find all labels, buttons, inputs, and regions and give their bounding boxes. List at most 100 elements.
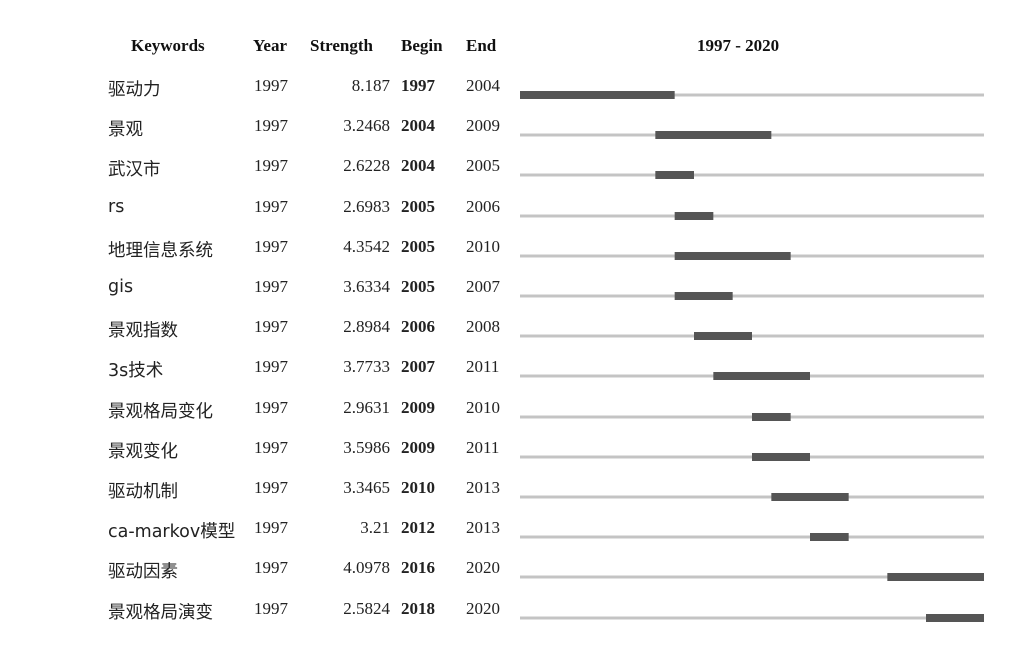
end-cell: 2010: [466, 236, 500, 256]
keyword-cell: 景观指数: [108, 321, 178, 342]
timeline-baseline: [520, 616, 984, 620]
strength-cell: 3.21: [360, 518, 390, 538]
keyword-cell: 驱动机制: [108, 482, 178, 502]
burst-timeline: [520, 412, 984, 421]
burst-timeline: [520, 533, 984, 542]
year-cell: 1997: [254, 598, 288, 618]
strength-cell: 2.8984: [343, 317, 390, 337]
burst-bar: [752, 452, 810, 461]
begin-cell: 2005: [401, 196, 435, 216]
begin-cell: 2012: [401, 518, 435, 538]
burst-bar: [674, 251, 791, 260]
table-row: 景观格局变化 1997 2.9631 2009 2010: [0, 390, 1035, 430]
year-cell: 1997: [254, 397, 288, 417]
burst-timeline: [520, 171, 984, 180]
keyword-cell: 景观变化: [108, 441, 178, 462]
begin-cell: 2016: [401, 558, 435, 578]
burst-timeline: [520, 211, 984, 220]
begin-cell: 2005: [401, 277, 435, 296]
header-range: 1997 - 2020: [697, 36, 780, 55]
table-row: 景观变化 1997 3.5986 2009 2011: [0, 430, 1035, 470]
year-cell: 1997: [254, 478, 288, 497]
header-strength: Strength: [310, 36, 373, 55]
burst-bar: [520, 91, 675, 99]
begin-cell: 2004: [401, 116, 435, 136]
burst-bar: [771, 493, 849, 501]
burst-bar: [887, 573, 984, 582]
burst-timeline: [520, 452, 984, 461]
table-row: 驱动因素 1997 4.0978 2016 2020: [0, 550, 1035, 590]
burst-timeline: [520, 91, 984, 99]
timeline-baseline: [520, 173, 984, 177]
begin-cell: 2010: [401, 478, 435, 497]
year-cell: 1997: [254, 437, 288, 457]
year-cell: 1997: [254, 156, 288, 176]
keyword-cell: 景观格局变化: [108, 401, 213, 422]
end-cell: 2009: [466, 116, 500, 136]
begin-cell: 2005: [401, 236, 435, 256]
end-cell: 2005: [466, 156, 500, 176]
strength-cell: 3.3465: [343, 478, 390, 497]
burst-bar: [655, 131, 772, 140]
begin-cell: 2007: [401, 357, 435, 377]
end-cell: 2008: [466, 317, 500, 337]
table-row: 3s技术 1997 3.7733 2007 2011: [0, 349, 1035, 389]
burst-timeline: [520, 332, 984, 341]
table-row: 驱动机制 1997 3.3465 2010 2013: [0, 470, 1035, 510]
table-row: 景观格局演变 1997 2.5824 2018 2020: [0, 591, 1035, 631]
begin-cell: 1997: [401, 76, 435, 95]
burst-timeline: [520, 573, 984, 582]
table-row: 武汉市 1997 2.6228 2004 2005: [0, 148, 1035, 188]
strength-cell: 3.6334: [343, 277, 390, 296]
begin-cell: 2006: [401, 317, 435, 337]
burst-bar: [694, 332, 752, 341]
timeline-baseline: [520, 214, 984, 218]
end-cell: 2007: [466, 277, 500, 296]
year-cell: 1997: [254, 76, 288, 95]
begin-cell: 2018: [401, 598, 435, 618]
strength-cell: 2.5824: [343, 598, 390, 618]
keyword-cell: 驱动力: [108, 80, 161, 100]
strength-cell: 3.2468: [343, 116, 390, 136]
end-cell: 2011: [466, 437, 500, 457]
keyword-cell: 地理信息系统: [108, 240, 213, 261]
end-cell: 2020: [466, 598, 500, 618]
table-row: 景观 1997 3.2468 2004 2009: [0, 108, 1035, 148]
keyword-cell: 景观: [108, 120, 143, 141]
header-end: End: [466, 36, 497, 55]
strength-cell: 2.9631: [343, 397, 390, 417]
strength-cell: 2.6983: [343, 196, 390, 216]
strength-cell: 4.0978: [343, 558, 390, 578]
year-cell: 1997: [254, 236, 288, 256]
year-cell: 1997: [254, 317, 288, 337]
year-cell: 1997: [254, 518, 288, 538]
strength-cell: 8.187: [351, 76, 390, 95]
burst-bar: [752, 412, 791, 421]
burst-timeline: [520, 251, 984, 260]
begin-cell: 2009: [401, 437, 435, 457]
strength-cell: 3.7733: [343, 357, 390, 377]
begin-cell: 2009: [401, 397, 435, 417]
keyword-cell: gis: [108, 277, 134, 297]
burst-bar: [713, 372, 810, 381]
burst-bar: [674, 211, 714, 220]
burst-timeline: [520, 613, 984, 622]
table-row: ca-markov模型 1997 3.21 2012 2013: [0, 510, 1035, 550]
table-row: gis 1997 3.6334 2005 2007: [0, 269, 1035, 309]
table-row: 地理信息系统 1997 4.3542 2005 2010: [0, 229, 1035, 269]
timeline-baseline: [520, 495, 984, 499]
year-cell: 1997: [254, 196, 288, 216]
keyword-cell: 3s技术: [108, 361, 164, 382]
burst-bar: [674, 292, 733, 300]
header-keywords: Keywords: [131, 36, 205, 55]
keyword-cell: rs: [108, 196, 125, 217]
burst-bar: [926, 613, 984, 622]
burst-timeline: [520, 493, 984, 501]
begin-cell: 2004: [401, 156, 435, 176]
year-cell: 1997: [254, 357, 288, 377]
keyword-cell: 驱动因素: [108, 562, 178, 583]
burst-timeline: [520, 131, 984, 140]
keyword-cell: 武汉市: [108, 160, 161, 181]
burst-bar: [655, 171, 694, 180]
header-year: Year: [253, 36, 287, 55]
